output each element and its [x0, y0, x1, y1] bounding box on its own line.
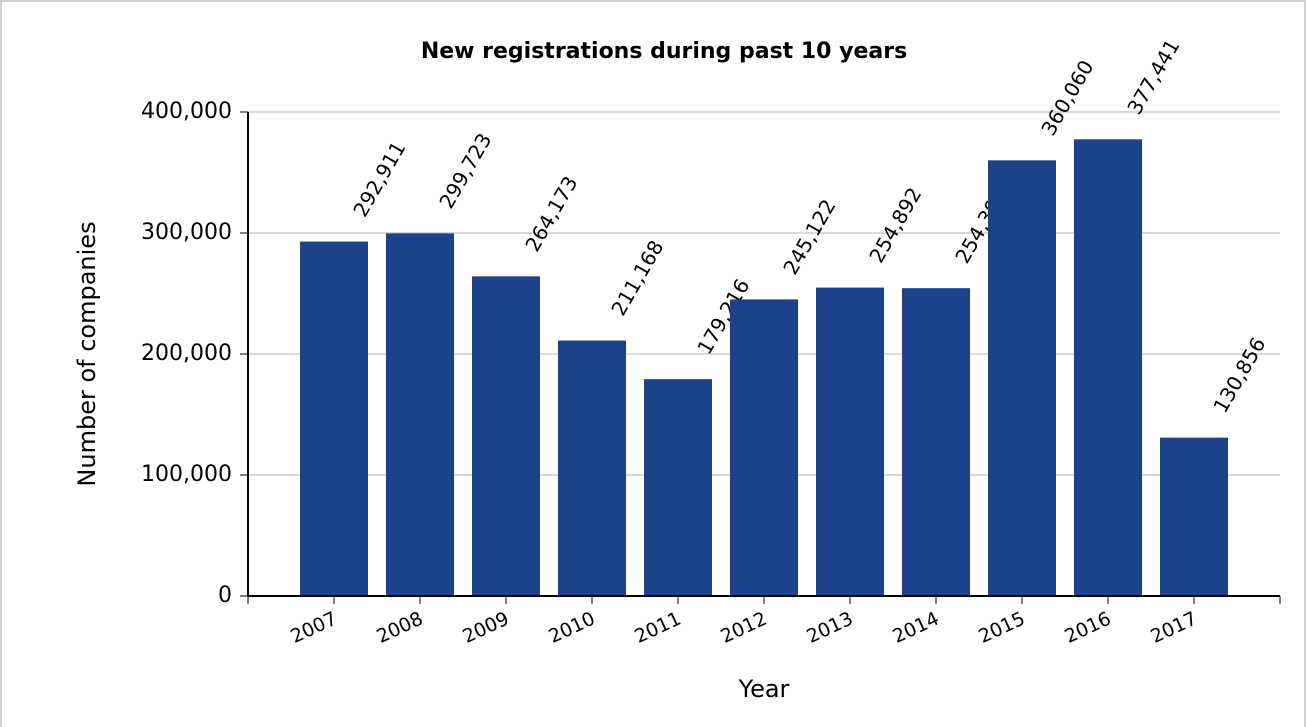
bar [902, 288, 970, 596]
bar [644, 379, 712, 596]
x-axis-label: Year [738, 675, 790, 703]
bar [1160, 437, 1228, 596]
y-axis-label: Number of companies [73, 221, 101, 486]
bar [386, 233, 454, 596]
bar [1074, 139, 1142, 596]
bar [988, 160, 1056, 596]
chart-title: New registrations during past 10 years [421, 39, 907, 64]
y-tick-label: 200,000 [141, 341, 232, 366]
y-tick-label: 400,000 [141, 99, 232, 124]
y-tick-label: 0 [218, 583, 232, 608]
bar [300, 241, 368, 596]
y-tick-label: 300,000 [141, 220, 232, 245]
y-tick-label: 100,000 [141, 462, 232, 487]
bar [472, 276, 540, 596]
bar [558, 340, 626, 596]
bar [816, 287, 884, 596]
bar [730, 299, 798, 596]
